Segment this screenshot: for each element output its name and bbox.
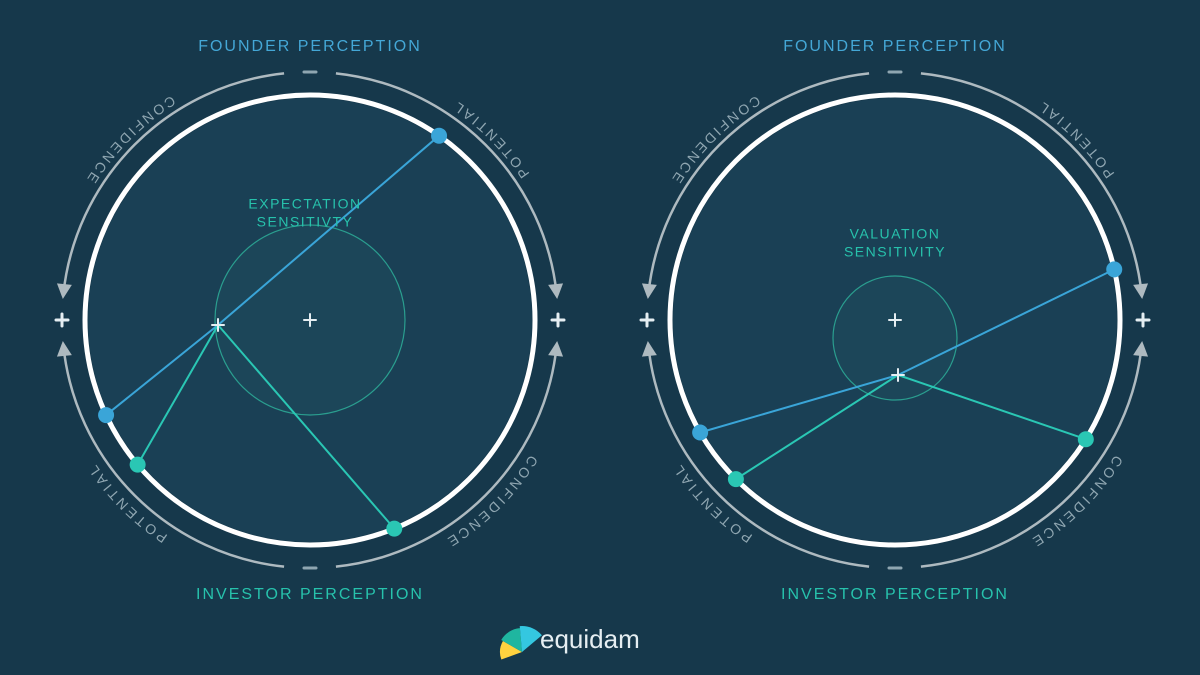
value-dot: [130, 457, 146, 473]
value-dot: [431, 128, 447, 144]
sensitivity-title: SENSITIVTY: [257, 214, 354, 230]
equidam-logo: equidam: [500, 624, 640, 660]
value-dot: [728, 471, 744, 487]
sensitivity-circle: [833, 276, 957, 400]
value-dot: [386, 521, 402, 537]
value-dot: [692, 425, 708, 441]
sensitivity-title: EXPECTATION: [248, 196, 361, 212]
founder-perception-label: FOUNDER PERCEPTION: [783, 38, 1007, 55]
logo-text: equidam: [540, 624, 640, 654]
value-dot: [1106, 261, 1122, 277]
founder-perception-label: FOUNDER PERCEPTION: [198, 38, 422, 55]
investor-perception-label: INVESTOR PERCEPTION: [196, 586, 424, 603]
investor-perception-label: INVESTOR PERCEPTION: [781, 586, 1009, 603]
sensitivity-title: VALUATION: [850, 226, 941, 242]
value-dot: [1078, 431, 1094, 447]
sensitivity-title: SENSITIVITY: [844, 244, 946, 260]
value-dot: [98, 407, 114, 423]
